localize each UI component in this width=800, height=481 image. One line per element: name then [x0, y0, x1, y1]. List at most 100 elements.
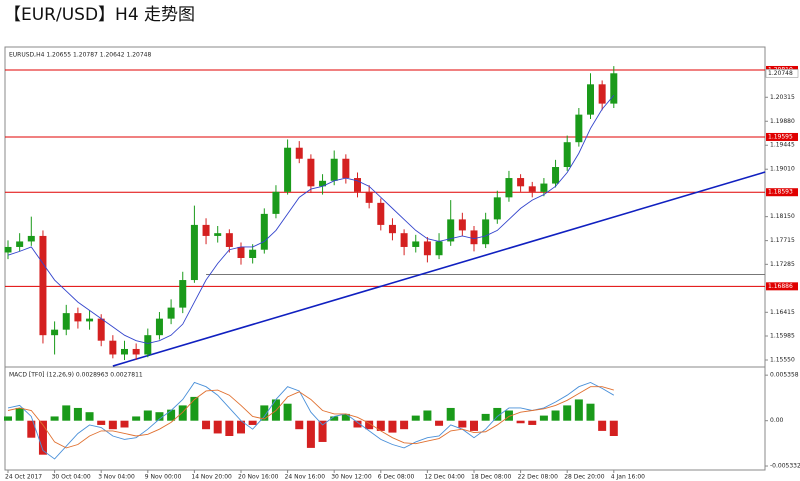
macd-bar	[190, 396, 199, 421]
macd-bar	[213, 420, 222, 434]
macd-line	[7, 381, 615, 460]
macd-tick-label: 0.00	[770, 417, 784, 424]
level-label: 1.19595	[768, 133, 793, 140]
candle-body	[179, 280, 187, 308]
candle-body	[423, 241, 431, 256]
x-tick-label: 6 Dec 08:00	[378, 474, 415, 481]
candle-body	[237, 246, 245, 258]
macd-bar	[97, 420, 106, 425]
x-tick-label: 24 Nov 16:00	[285, 474, 326, 481]
macd-bar	[481, 413, 490, 421]
candle-body	[4, 246, 12, 253]
y-tick-label: 1.17285	[770, 261, 795, 268]
level-box	[766, 282, 798, 291]
macd-bar	[586, 403, 595, 421]
candle-body	[470, 230, 478, 245]
candle-body	[307, 158, 315, 187]
candle-body	[354, 178, 361, 192]
symbol-label: EURUSD,H4 1.20655 1.20787 1.20642 1.2074…	[9, 52, 151, 59]
candle-body	[260, 213, 268, 250]
level-box	[766, 188, 798, 197]
macd-bar	[38, 420, 47, 455]
candle-body	[144, 335, 152, 355]
y-tick-label: 1.17715	[770, 237, 795, 244]
macd-bar	[27, 420, 36, 438]
macd-bar	[306, 420, 315, 448]
candle-body	[319, 180, 327, 187]
y-tick-label: 1.19880	[770, 118, 795, 125]
candle-body	[388, 224, 396, 234]
candle-body	[598, 84, 606, 104]
x-tick-label: 20 Nov 16:00	[238, 474, 279, 481]
macd-label: MACD [TF0] (12,26,9) 0.0028963 0.0027811	[9, 372, 143, 379]
y-tick-label: 1.18150	[770, 213, 795, 220]
macd-bar	[4, 416, 12, 421]
candle-body	[528, 186, 536, 192]
x-tick-label: 28 Dec 20:00	[564, 474, 605, 481]
candle-body	[51, 329, 59, 336]
macd-bar	[470, 420, 478, 431]
y-tick-label: 1.15985	[770, 333, 795, 340]
candle-body	[330, 158, 338, 181]
macd-bar	[423, 410, 432, 421]
candle-body	[214, 233, 222, 236]
macd-bar	[330, 416, 339, 421]
macd-bar	[202, 420, 211, 430]
macd-bar	[435, 420, 444, 426]
macd-bar	[353, 420, 362, 428]
frame	[4, 46, 766, 471]
macd-bar	[493, 407, 502, 421]
macd-bar	[225, 420, 234, 436]
trend-line	[112, 171, 766, 367]
macd-bar	[73, 407, 82, 421]
signal-line	[7, 386, 614, 449]
macd-bar	[598, 420, 607, 431]
candle-body	[97, 318, 105, 341]
candle-body	[575, 114, 583, 143]
x-tick-label: 14 Nov 20:00	[191, 474, 232, 481]
candle-body	[587, 84, 594, 115]
candle-body	[435, 241, 443, 256]
macd-bar	[504, 410, 513, 421]
macd-bar	[108, 420, 117, 430]
candle-body	[365, 191, 373, 203]
macd-tick-label: 0.005358	[770, 372, 799, 379]
macd-bar	[400, 420, 409, 430]
candle-body	[249, 249, 257, 258]
macd-bar	[516, 420, 525, 424]
macd-bar	[50, 416, 59, 421]
macd-bar	[411, 415, 420, 421]
macd-bar	[283, 403, 292, 421]
candle-body	[86, 318, 94, 322]
macd-bar	[260, 405, 269, 421]
candle-body	[190, 224, 198, 281]
macd-bar	[237, 420, 245, 434]
y-tick-label: 1.16415	[770, 309, 795, 316]
x-tick-label: 9 Nov 00:00	[145, 474, 182, 481]
macd-bar	[609, 420, 618, 436]
macd-bar	[15, 407, 24, 421]
moving-average	[7, 95, 615, 344]
candle-body	[272, 191, 280, 214]
candle-body	[202, 224, 210, 236]
candle-body	[447, 219, 455, 242]
macd-bar	[85, 412, 94, 421]
macd-bar	[318, 420, 327, 442]
chart-title: 【EUR/USD】H4 走势图	[4, 5, 195, 25]
y-tick-label: 1.20315	[770, 94, 795, 101]
candle-body	[540, 183, 548, 192]
macd-bar	[446, 407, 455, 421]
macd-tick-label: -0.005332	[770, 463, 800, 470]
candle-body	[505, 178, 513, 198]
macd-bar	[155, 412, 164, 421]
x-tick-label: 18 Dec 08:00	[471, 474, 512, 481]
level-label: 1.18593	[768, 189, 793, 196]
candle-body	[27, 235, 35, 242]
macd-bar	[295, 420, 304, 430]
candle-body	[493, 197, 501, 220]
macd-bar	[388, 420, 397, 433]
macd-bar	[62, 405, 71, 421]
macd-bar	[178, 405, 187, 421]
candle-body	[610, 73, 618, 104]
